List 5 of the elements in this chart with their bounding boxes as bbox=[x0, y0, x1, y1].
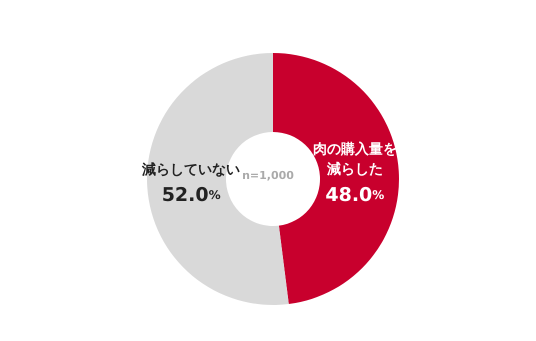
data-label: 48.0% bbox=[325, 184, 384, 206]
slice-label: 肉の購入量を減らした bbox=[312, 142, 397, 178]
text: n=1,000 bbox=[242, 169, 294, 182]
data-label: 52.0% bbox=[162, 184, 221, 206]
slice-label: 減らしていない bbox=[141, 162, 240, 178]
